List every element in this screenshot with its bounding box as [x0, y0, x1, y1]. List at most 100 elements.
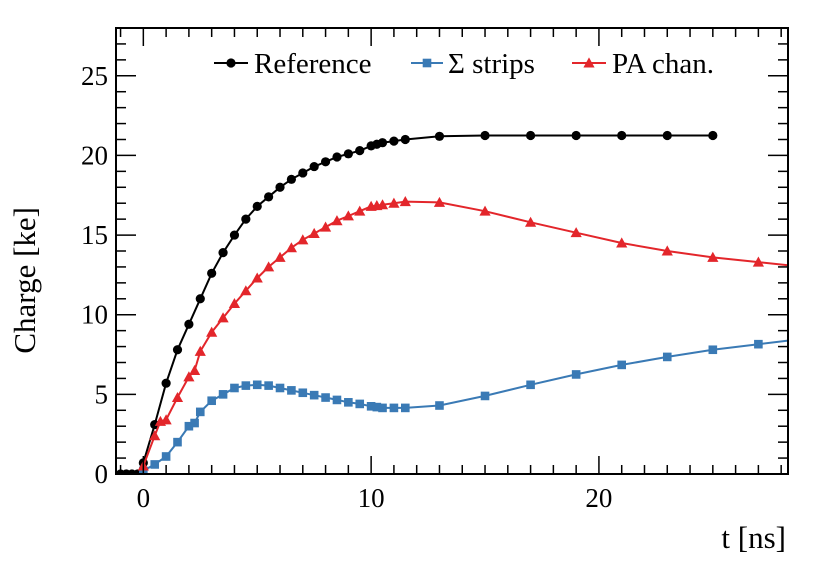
data-point-pa-chan [707, 251, 719, 262]
data-point-strips [389, 403, 399, 413]
data-point-strips [571, 370, 581, 379]
data-point-reference [320, 157, 331, 167]
data-point-reference [218, 247, 228, 258]
data-point-strips [401, 403, 410, 413]
data-point-reference [207, 268, 217, 278]
series-line-strips [142, 339, 788, 472]
legend-marker-strips [422, 58, 432, 68]
data-point-strips [195, 407, 205, 417]
data-point-reference [400, 134, 410, 145]
data-point-reference [617, 130, 627, 141]
data-point-strips [190, 418, 199, 428]
y-tick-label: 0 [95, 459, 109, 489]
legend-entry-pa-chan: PA chan. [572, 48, 714, 80]
data-point-pa-chan [149, 430, 161, 441]
data-point-pa-chan [297, 234, 309, 245]
data-point-reference [229, 230, 240, 240]
data-point-reference [264, 192, 274, 202]
data-point-strips [173, 437, 182, 447]
data-point-reference [184, 319, 194, 329]
data-point-strips [264, 381, 273, 390]
data-point-strips [321, 393, 330, 402]
data-point-reference [172, 345, 183, 355]
data-point-pa-chan [433, 196, 446, 207]
data-point-reference [662, 130, 672, 141]
data-point-strips [344, 398, 353, 407]
data-point-reference [343, 149, 353, 159]
data-point-pa-chan [217, 312, 229, 323]
data-point-pa-chan [240, 285, 252, 296]
data-point-pa-chan [183, 371, 195, 382]
data-point-pa-chan [479, 205, 491, 216]
series-line-reference [120, 134, 713, 474]
data-point-strips [207, 396, 216, 406]
data-point-strips [332, 395, 342, 405]
data-point-strips [309, 390, 319, 400]
data-point-pa-chan [308, 227, 320, 238]
data-point-strips [241, 381, 251, 390]
data-point-pa-chan [171, 391, 184, 403]
y-tick-label: 25 [81, 61, 108, 91]
data-point-strips [230, 383, 239, 393]
data-point-reference [708, 130, 718, 141]
legend-entry-strips: Σ strips [411, 48, 535, 80]
data-point-strips [708, 345, 718, 355]
data-point-strips [662, 352, 672, 362]
data-point-reference [241, 214, 251, 224]
data-point-pa-chan [354, 205, 366, 216]
data-point-strips [252, 380, 262, 390]
series-pa-chan [137, 196, 788, 471]
data-point-reference [286, 174, 297, 184]
data-point-pa-chan [570, 227, 582, 238]
data-point-strips [617, 360, 627, 370]
y-tick-label: 20 [81, 140, 108, 170]
y-axis-label: Charge [ke] [7, 207, 42, 354]
data-point-reference [480, 130, 490, 141]
data-point-reference [525, 130, 536, 141]
data-point-reference [195, 294, 205, 304]
data-point-reference [252, 201, 262, 211]
data-point-pa-chan [188, 364, 201, 375]
legend-marker-pa-chan [583, 57, 595, 68]
legend: Reference Σ strips PA chan. [214, 48, 714, 80]
plot-frame [115, 27, 789, 475]
data-point-reference [355, 146, 365, 156]
data-point-reference [434, 131, 445, 141]
x-tick-label: 10 [358, 483, 385, 513]
data-point-strips [150, 460, 160, 469]
legend-label-strips: Σ strips [448, 48, 535, 80]
data-point-reference [275, 182, 285, 192]
data-point-pa-chan [388, 197, 400, 208]
y-tick-label: 15 [81, 220, 108, 250]
data-point-reference [389, 136, 399, 146]
legend-label-pa-chan: PA chan. [612, 48, 714, 80]
data-point-strips [378, 403, 387, 413]
data-point-reference [571, 130, 581, 141]
data-point-strips [218, 390, 228, 399]
data-point-pa-chan [376, 199, 389, 210]
data-point-pa-chan [399, 196, 411, 207]
data-point-pa-chan [263, 261, 275, 272]
x-tick-label: 0 [137, 483, 151, 513]
data-point-pa-chan [206, 326, 218, 337]
data-point-strips [184, 421, 194, 431]
data-point-pa-chan [274, 251, 286, 262]
data-point-pa-chan [752, 256, 764, 267]
series-reference [116, 130, 718, 474]
data-point-reference [309, 161, 319, 172]
data-point-pa-chan [319, 221, 332, 232]
x-tick-label: 20 [585, 483, 612, 513]
data-point-pa-chan [331, 215, 343, 226]
data-point-strips [275, 383, 285, 393]
data-point-pa-chan [342, 210, 354, 221]
data-point-reference [298, 168, 308, 178]
legend-entry-reference: Reference [214, 48, 372, 80]
data-point-strips [161, 452, 171, 461]
data-point-pa-chan [228, 297, 241, 309]
legend-marker-reference [226, 58, 236, 68]
data-point-strips [287, 386, 296, 395]
data-point-pa-chan [661, 245, 673, 256]
data-point-pa-chan [160, 414, 172, 425]
data-point-pa-chan [194, 345, 206, 356]
